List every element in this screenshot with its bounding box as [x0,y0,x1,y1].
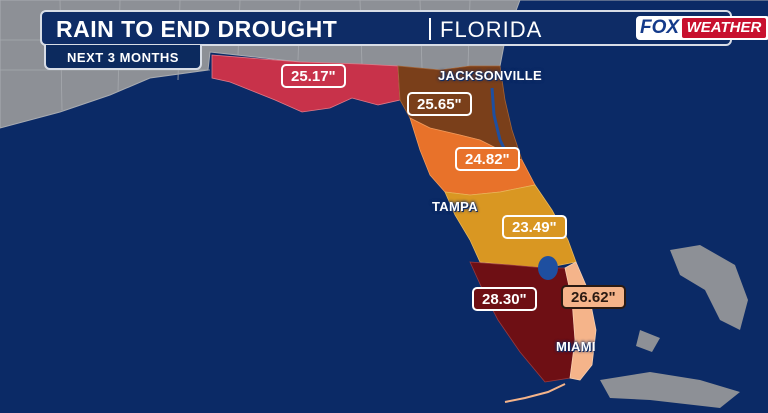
fox-weather-logo: FOX WEATHER [636,16,768,40]
rain-value-northeast: 25.65" [407,92,472,116]
page-title: RAIN TO END DROUGHT [56,16,338,42]
logo-weather-text: WEATHER [682,18,766,38]
period-label: NEXT 3 MONTHS [44,45,202,70]
logo-fox-text: FOX [640,17,680,38]
islands [600,372,740,408]
islands [636,330,660,352]
region-title: FLORIDA [440,17,543,42]
title-divider [429,18,431,40]
city-label-tampa: TAMPA [432,199,478,214]
rain-value-northwest: 25.17" [281,64,346,88]
islands [670,245,748,330]
florida-keys [504,383,566,403]
city-label-miami: MIAMI [556,339,596,354]
rain-value-southeast: 26.62" [561,285,626,309]
region-southwest [469,261,576,383]
rain-value-north-central: 24.82" [455,147,520,171]
rain-value-southwest: 28.30" [472,287,537,311]
city-label-jacksonville: JACKSONVILLE [438,68,543,83]
rain-value-central: 23.49" [502,215,567,239]
title-bar: RAIN TO END DROUGHT FLORIDA FOX WEATHER [40,10,768,46]
lake-okeechobee [538,256,558,280]
